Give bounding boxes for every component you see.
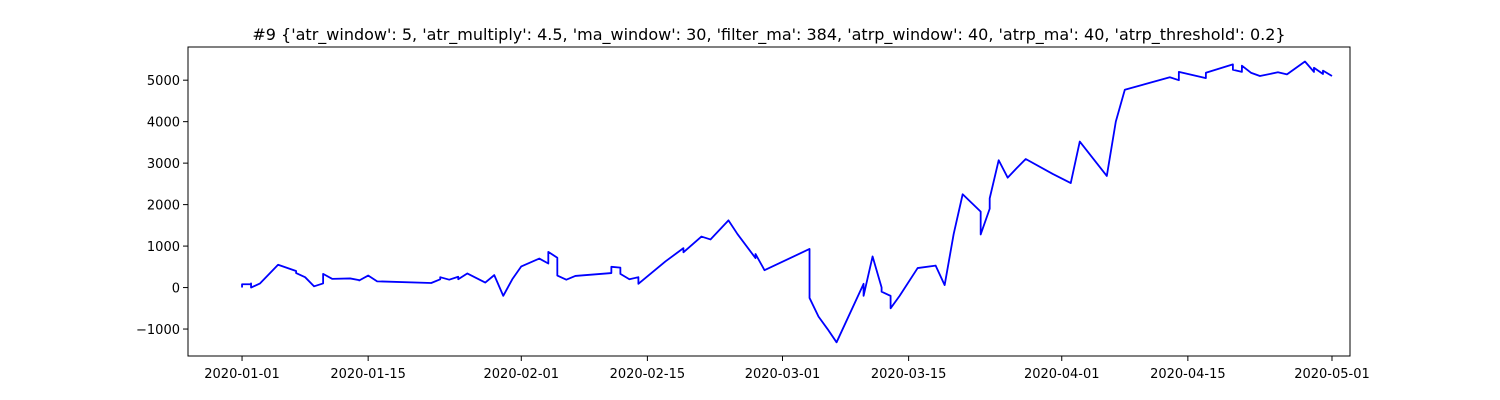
x-tick-label: 2020-04-15 [1150, 367, 1226, 382]
y-tick-label: −1000 [136, 323, 180, 338]
y-tick-label: 1000 [147, 240, 180, 255]
y-tick-label: 5000 [147, 74, 180, 89]
x-tick-label: 2020-01-15 [330, 367, 406, 382]
y-tick-label: 2000 [147, 199, 180, 214]
chart-title: #9 {'atr_window': 5, 'atr_multiply': 4.5… [252, 25, 1285, 45]
series-layer [241, 60, 1333, 344]
x-tick-label: 2020-05-01 [1294, 367, 1370, 382]
x-tick-label: 2020-03-15 [871, 367, 947, 382]
y-tick-label: 4000 [147, 116, 180, 131]
x-tick-label: 2020-02-15 [610, 367, 686, 382]
x-tick-label: 2020-02-01 [484, 367, 560, 382]
x-tick-label: 2020-03-01 [745, 367, 821, 382]
y-tick-label: 3000 [147, 157, 180, 172]
plot-area-frame [187, 46, 1351, 357]
x-tick-label: 2020-01-01 [204, 367, 280, 382]
series-line-0 [241, 60, 1333, 344]
x-axis-ticks: 2020-01-01 2020-01-15 2020-02-01 2020-02-15… [204, 356, 1370, 382]
y-axis-ticks: −1000 0 1000 2000 3000 4000 5000 [136, 74, 188, 338]
x-tick-label: 2020-04-01 [1024, 367, 1100, 382]
y-tick-label: 0 [172, 282, 180, 297]
